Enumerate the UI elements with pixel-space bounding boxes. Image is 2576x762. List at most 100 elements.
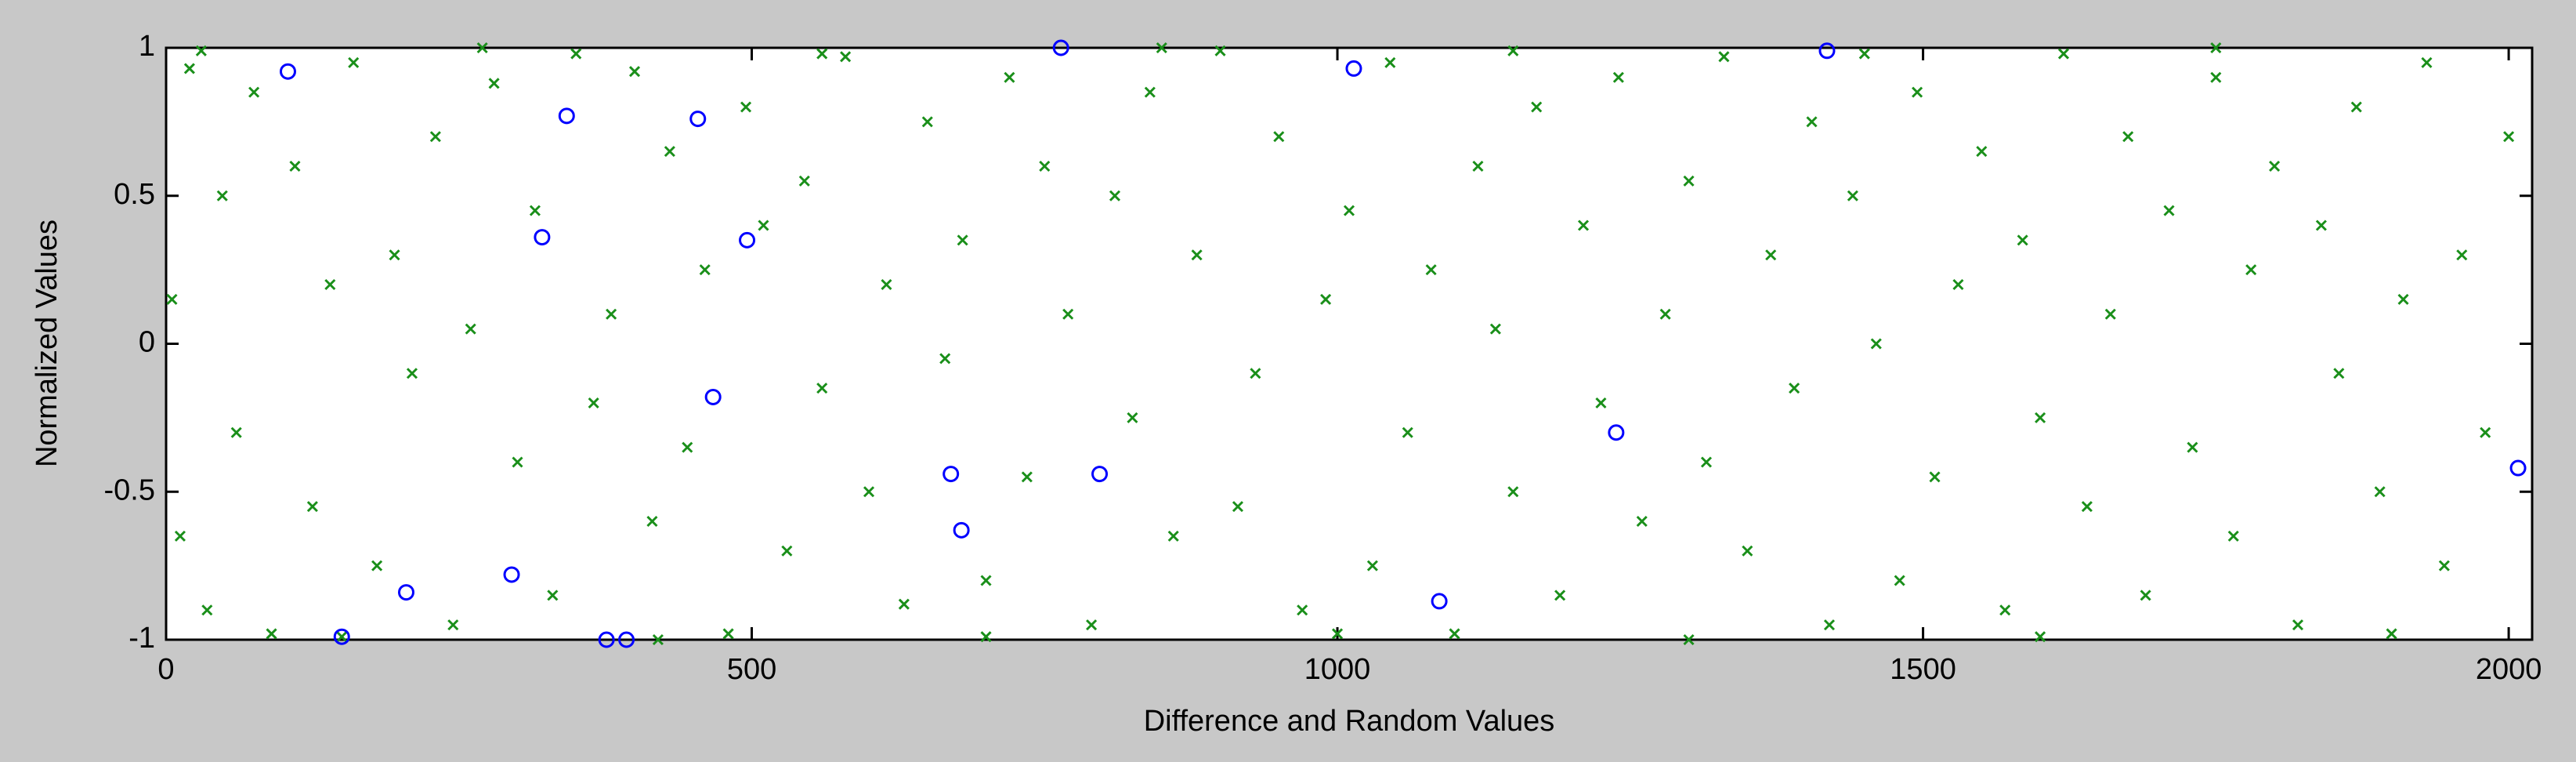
- x-marker: [798, 175, 810, 187]
- x-marker: [336, 631, 348, 643]
- circle-marker: [1431, 593, 1448, 610]
- x-marker: [606, 308, 617, 320]
- x-marker: [1929, 471, 1941, 483]
- circle-marker: [397, 584, 414, 601]
- x-marker: [1273, 131, 1285, 143]
- y-tick-label: -1: [128, 622, 155, 655]
- x-marker: [1683, 175, 1695, 187]
- x-marker: [2140, 590, 2151, 601]
- x-marker: [1402, 426, 1413, 438]
- x-marker: [699, 264, 711, 276]
- x-marker: [722, 628, 734, 640]
- x-marker: [1331, 628, 1344, 640]
- x-marker: [2210, 71, 2222, 83]
- plot-area: [165, 46, 2534, 641]
- x-marker: [1320, 293, 1332, 305]
- x-marker: [1156, 42, 1167, 54]
- x-marker: [447, 619, 459, 631]
- x-marker: [2315, 220, 2327, 231]
- circle-marker: [534, 229, 551, 246]
- x-marker: [1718, 51, 1730, 63]
- x-marker: [2227, 530, 2239, 542]
- x-marker: [1999, 604, 2011, 616]
- x-marker: [664, 146, 675, 158]
- x-marker: [266, 628, 277, 640]
- x-marker: [248, 86, 260, 98]
- x-marker: [840, 51, 852, 63]
- x-marker: [1232, 501, 1244, 513]
- x-marker: [863, 486, 875, 498]
- x-marker: [2386, 628, 2397, 640]
- circle-marker: [953, 521, 970, 539]
- x-marker: [174, 530, 186, 542]
- x-marker: [2269, 160, 2281, 172]
- x-marker: [921, 116, 933, 128]
- y-tick-label: 0: [139, 326, 155, 359]
- x-marker: [881, 278, 892, 291]
- x-marker: [1577, 220, 1590, 231]
- x-marker: [2245, 264, 2257, 276]
- circle-marker: [739, 231, 756, 249]
- x-marker: [1870, 338, 1882, 350]
- x-marker: [939, 353, 951, 365]
- x-marker: [1449, 628, 1460, 640]
- x-marker: [1039, 160, 1051, 172]
- circle-marker: [618, 631, 635, 648]
- circle-marker: [1818, 42, 1836, 60]
- x-marker: [1554, 590, 1566, 601]
- x-marker: [570, 48, 582, 60]
- x-marker: [465, 323, 476, 335]
- x-marker: [1086, 619, 1098, 631]
- x-marker: [1021, 471, 1033, 483]
- x-marker: [488, 78, 500, 89]
- x-marker: [2057, 48, 2070, 60]
- x-marker: [2017, 234, 2028, 246]
- y-tick-label: -0.5: [104, 474, 155, 506]
- x-marker: [2333, 368, 2345, 379]
- x-marker: [1858, 48, 1870, 60]
- x-marker: [1167, 530, 1179, 542]
- x-marker: [1489, 323, 1501, 335]
- x-marker: [324, 278, 336, 291]
- x-marker: [1823, 619, 1836, 631]
- x-tick-label: 0: [157, 653, 174, 686]
- y-axis-label: Normalized Values: [31, 220, 63, 467]
- x-marker: [2503, 131, 2515, 143]
- x-marker: [2122, 131, 2134, 143]
- x-marker: [2421, 56, 2433, 68]
- x-marker: [216, 190, 228, 201]
- x-marker: [898, 598, 910, 610]
- x-marker: [1847, 190, 1858, 201]
- circle-marker: [1052, 39, 1069, 56]
- x-marker: [371, 560, 383, 572]
- x-marker: [1062, 308, 1074, 320]
- x-marker: [1976, 146, 1988, 158]
- x-marker: [1250, 368, 1261, 379]
- x-marker: [1297, 604, 1308, 616]
- circle-marker: [279, 63, 296, 80]
- x-marker: [1789, 383, 1800, 394]
- x-marker: [1612, 71, 1624, 83]
- x-marker: [2374, 486, 2386, 498]
- x-marker: [2035, 631, 2046, 643]
- x-marker: [476, 42, 488, 54]
- x-marker: [1952, 278, 1964, 291]
- x-marker: [957, 234, 968, 246]
- circle-marker: [942, 466, 960, 483]
- x-marker: [529, 205, 541, 216]
- x-marker: [1191, 249, 1203, 261]
- y-tick-label: 1: [139, 30, 155, 63]
- circle-marker: [689, 111, 707, 128]
- x-marker: [195, 45, 207, 56]
- x-marker: [348, 56, 360, 68]
- x-marker: [646, 515, 658, 528]
- circle-marker: [503, 566, 520, 583]
- circle-marker: [2509, 459, 2527, 477]
- x-marker: [1894, 575, 1905, 586]
- x-marker: [406, 368, 418, 379]
- x-marker: [740, 101, 752, 113]
- x-marker: [1144, 86, 1156, 98]
- circle-marker: [1345, 60, 1362, 77]
- x-marker: [1659, 308, 1671, 320]
- x-marker: [816, 48, 828, 60]
